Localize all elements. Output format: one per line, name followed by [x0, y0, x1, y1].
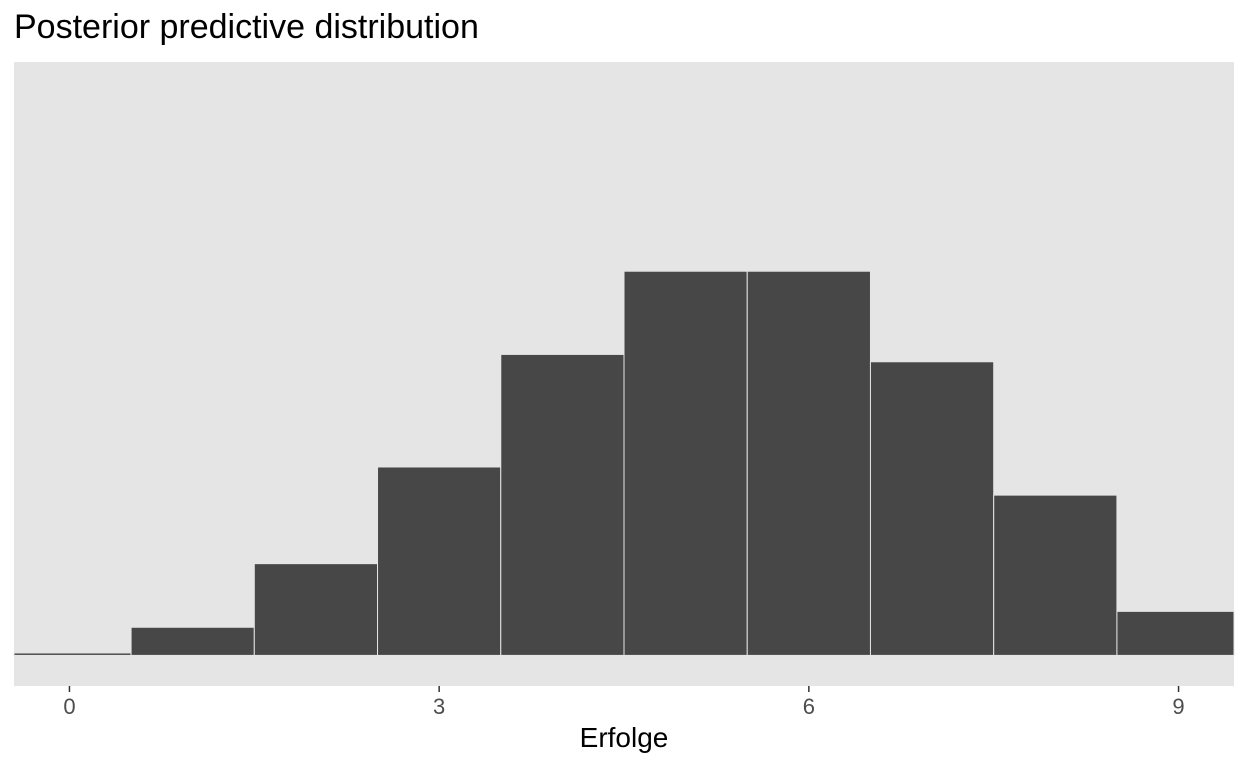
bar-6 — [746, 270, 871, 656]
chart-title: Posterior predictive distribution — [14, 8, 479, 46]
x-tick-label-0: 0 — [63, 694, 75, 719]
x-tick-label-3: 3 — [433, 694, 445, 719]
x-axis-ticks: 0 3 6 9 — [63, 686, 1185, 719]
bar-4 — [500, 353, 625, 656]
x-tick-label-9: 9 — [1172, 694, 1184, 719]
bar-7 — [869, 361, 995, 656]
bar-0 — [13, 652, 132, 656]
x-tick-label-6: 6 — [803, 694, 815, 719]
bars-group — [13, 270, 1235, 656]
x-axis-label: Erfolge — [579, 722, 669, 753]
bar-5 — [623, 270, 748, 656]
bar-9 — [1116, 610, 1235, 656]
bar-8 — [993, 494, 1118, 656]
bar-3 — [377, 466, 502, 656]
bar-1 — [130, 626, 255, 656]
bar-2 — [253, 563, 379, 656]
